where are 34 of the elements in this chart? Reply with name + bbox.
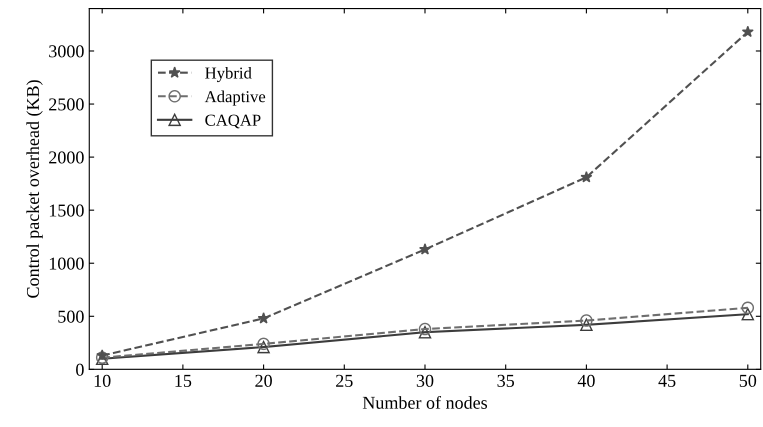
- point: [742, 302, 754, 314]
- point: [419, 243, 431, 255]
- x-tick-label: 10: [94, 374, 111, 387]
- x-tick-label: 20: [255, 374, 272, 387]
- point: [580, 318, 593, 332]
- x-tick-label: 30: [416, 374, 434, 387]
- x-tick-label: 15: [175, 374, 192, 387]
- point: [580, 314, 593, 327]
- legend-label: Hybrid: [205, 66, 252, 82]
- y-axis-title: Control packet overhead (KB): [26, 80, 43, 298]
- y-tick-label: 1500: [50, 204, 84, 217]
- point: [418, 322, 432, 336]
- point: [580, 171, 592, 182]
- legend-label: CAQAP: [205, 114, 260, 128]
- point: [742, 26, 754, 38]
- x-axis-title: Number of nodes: [362, 396, 488, 409]
- y-tick-label: 500: [58, 310, 84, 323]
- legend-label: Adaptive: [204, 90, 266, 106]
- point: [742, 308, 754, 320]
- y-tick-label: 1000: [50, 257, 84, 270]
- x-tick-label: 25: [336, 374, 353, 387]
- x-tick-label: 50: [740, 374, 756, 387]
- point: [257, 340, 270, 354]
- point: [258, 312, 270, 324]
- point: [418, 326, 432, 338]
- x-tick-label: 40: [578, 374, 595, 387]
- y-tick-label: 2500: [49, 98, 84, 110]
- x-tick-label: 35: [498, 374, 514, 387]
- point: [96, 349, 108, 361]
- y-tick-label: 0: [76, 364, 84, 376]
- y-tick-label: 3000: [49, 45, 84, 58]
- x-tick-label: 45: [658, 374, 676, 387]
- y-tick-label: 2000: [49, 151, 84, 164]
- point: [257, 338, 270, 350]
